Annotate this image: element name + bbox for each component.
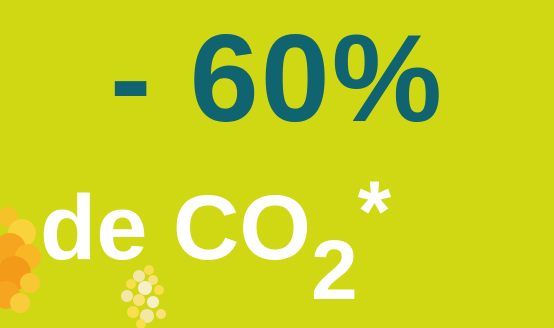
footnote-asterisk: * — [357, 164, 392, 260]
co2-subscript: 2 — [310, 223, 358, 317]
co2-label: de CO2* — [40, 164, 554, 317]
co2-prefix: de CO — [40, 177, 311, 279]
reduction-percentage: - 60% — [110, 10, 444, 148]
yellow-flower-icon — [0, 207, 41, 313]
mimosa-flower-icon — [121, 265, 166, 328]
